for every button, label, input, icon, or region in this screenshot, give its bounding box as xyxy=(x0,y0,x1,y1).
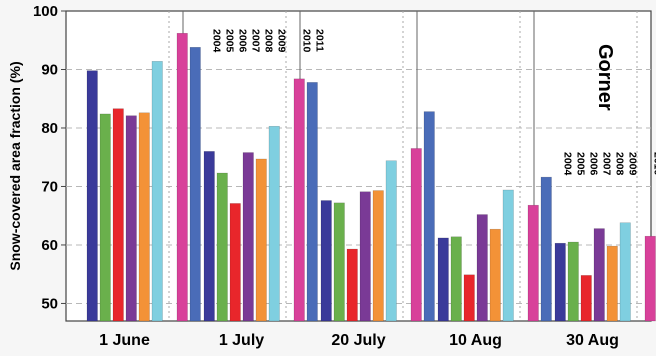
bar-gorner-2004 xyxy=(320,200,332,322)
x-category-label: 20 July xyxy=(331,332,385,349)
y-tick-label: 60 xyxy=(41,237,58,254)
bar-gorner-2006 xyxy=(580,275,592,322)
bar-findelen-2010 xyxy=(410,148,422,322)
y-tick-label: 70 xyxy=(41,178,58,195)
year-label: 2010 xyxy=(300,29,312,53)
y-axis-ticks: 50 60 70 80 90 100 xyxy=(33,3,66,312)
bar-findelen-2011 xyxy=(189,47,201,322)
year-label: 2004 xyxy=(210,29,222,53)
bar-findelen-2010 xyxy=(176,32,188,322)
bar-gorner-2005 xyxy=(333,202,345,322)
bar-gorner-2008 xyxy=(372,190,384,322)
bar-gorner-2004 xyxy=(554,242,566,322)
year-label: 2009 xyxy=(275,29,287,53)
bar-gorner-2006 xyxy=(346,248,358,322)
bar-gorner-2008 xyxy=(606,245,618,322)
bar-gorner-2009 xyxy=(385,160,397,322)
bar-findelen-2011 xyxy=(540,176,552,322)
bar-gorner-2008 xyxy=(489,228,501,322)
bar-findelen-2010 xyxy=(644,235,656,322)
x-category-label: 30 Aug xyxy=(566,332,619,349)
y-tick-label: 80 xyxy=(41,120,58,137)
bar-gorner-2005 xyxy=(450,236,462,322)
bar-findelen-2010 xyxy=(293,78,305,322)
bar-gorner-2009 xyxy=(502,189,514,322)
bar-gorner-2004 xyxy=(203,151,215,322)
bar-findelen-2010 xyxy=(527,204,539,322)
bar-gorner-2004 xyxy=(86,70,98,322)
y-tick-label: 50 xyxy=(41,295,58,312)
bar-gorner-2007 xyxy=(476,214,488,322)
year-label: 2008 xyxy=(262,29,274,53)
y-axis-label: Snow-covered area fraction (%) xyxy=(7,61,23,270)
bar-gorner-2007 xyxy=(242,152,254,322)
bars xyxy=(86,32,656,322)
year-label: 2005 xyxy=(574,152,586,176)
bar-gorner-2004 xyxy=(437,237,449,322)
y-tick-label: 90 xyxy=(41,61,58,78)
bar-gorner-2007 xyxy=(125,115,137,322)
bar-gorner-2007 xyxy=(593,228,605,322)
bar-gorner-2007 xyxy=(359,191,371,322)
bar-gorner-2009 xyxy=(151,61,163,322)
year-label: 2010 xyxy=(651,152,656,176)
bar-gorner-2008 xyxy=(138,112,150,322)
year-label: 2011 xyxy=(313,29,325,52)
bar-findelen-2011 xyxy=(306,82,318,322)
bar-gorner-2005 xyxy=(216,172,228,322)
bar-findelen-2011 xyxy=(423,111,435,322)
x-category-label: 1 June xyxy=(99,332,150,349)
y-tick-label: 100 xyxy=(33,3,58,20)
plot-area xyxy=(65,10,652,322)
bar-gorner-2006 xyxy=(463,274,475,322)
year-label: 2007 xyxy=(600,152,612,176)
bar-gorner-2005 xyxy=(99,113,111,322)
year-label: 2009 xyxy=(626,152,638,176)
year-label: 2006 xyxy=(236,29,248,53)
year-label: 2004 xyxy=(561,152,573,176)
group-label-gorner: Gorner xyxy=(594,44,616,111)
x-category-label: 1 July xyxy=(219,332,264,349)
bar-gorner-2006 xyxy=(112,108,124,322)
bar-gorner-2009 xyxy=(268,125,280,322)
year-label: 2008 xyxy=(613,152,625,176)
bar-gorner-2005 xyxy=(567,241,579,322)
bar-gorner-2008 xyxy=(255,158,267,322)
year-label: 2007 xyxy=(249,29,261,53)
year-label: 2005 xyxy=(223,29,235,53)
year-label: 2006 xyxy=(587,152,599,176)
bar-gorner-2006 xyxy=(229,203,241,322)
bar-gorner-2009 xyxy=(619,222,631,322)
x-category-label: 10 Aug xyxy=(449,332,502,349)
x-axis-categories: 1 June 1 July 20 July 10 Aug 30 Aug xyxy=(99,332,619,349)
